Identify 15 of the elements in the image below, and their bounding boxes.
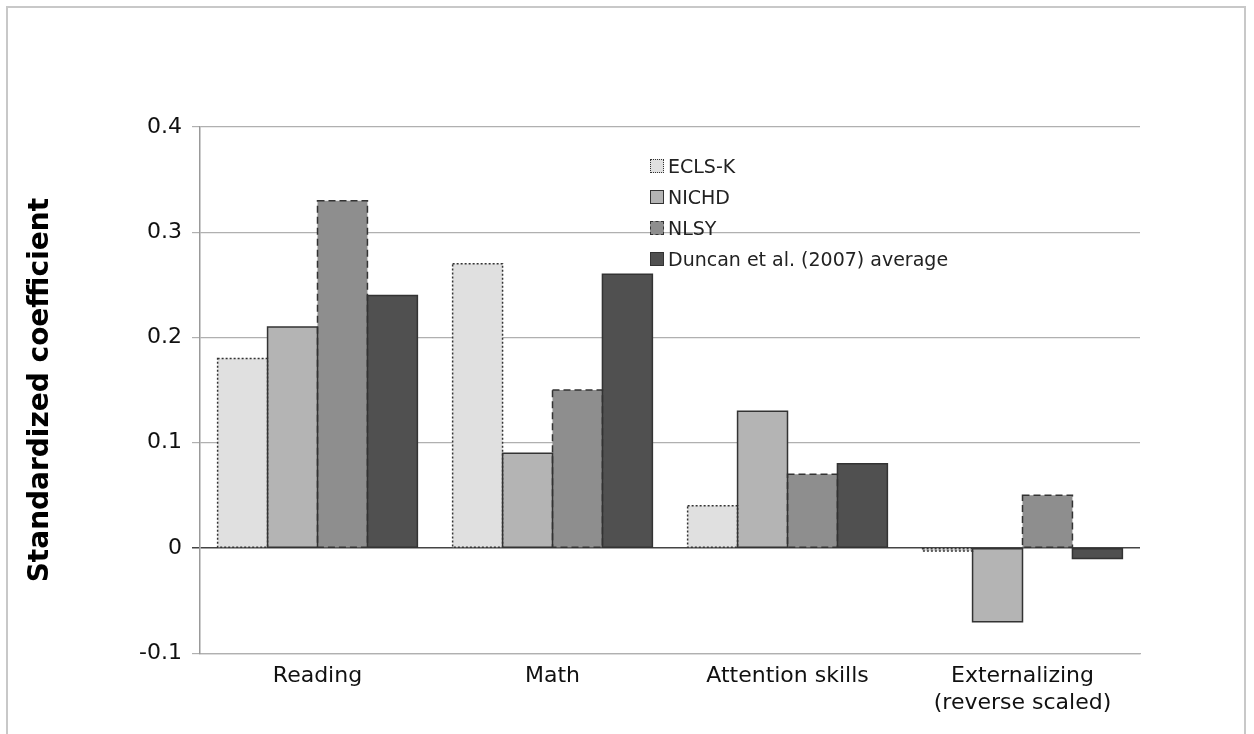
y-tick-label: 0 <box>168 533 182 559</box>
x-tick-label: Math <box>524 662 581 688</box>
y-tick-label: 0.4 <box>147 112 182 138</box>
x-tick-label: Externalizing (reverse scaled) <box>933 662 1112 714</box>
y-axis-title: Standardized coefficient <box>22 197 56 583</box>
y-tick-label: -0.1 <box>139 638 182 664</box>
x-tick-label: Reading <box>272 662 363 688</box>
legend-label: Duncan et al. (2007) average <box>668 247 949 270</box>
legend-label: NLSY <box>668 216 717 239</box>
legend-label: ECLS-K <box>668 154 736 177</box>
x-tick-label: Attention skills <box>706 662 869 688</box>
y-tick-label: 0.3 <box>147 217 182 243</box>
y-tick-label: 0.1 <box>147 428 182 454</box>
legend-label: NICHD <box>668 185 731 208</box>
y-tick-label: 0.2 <box>147 323 182 349</box>
